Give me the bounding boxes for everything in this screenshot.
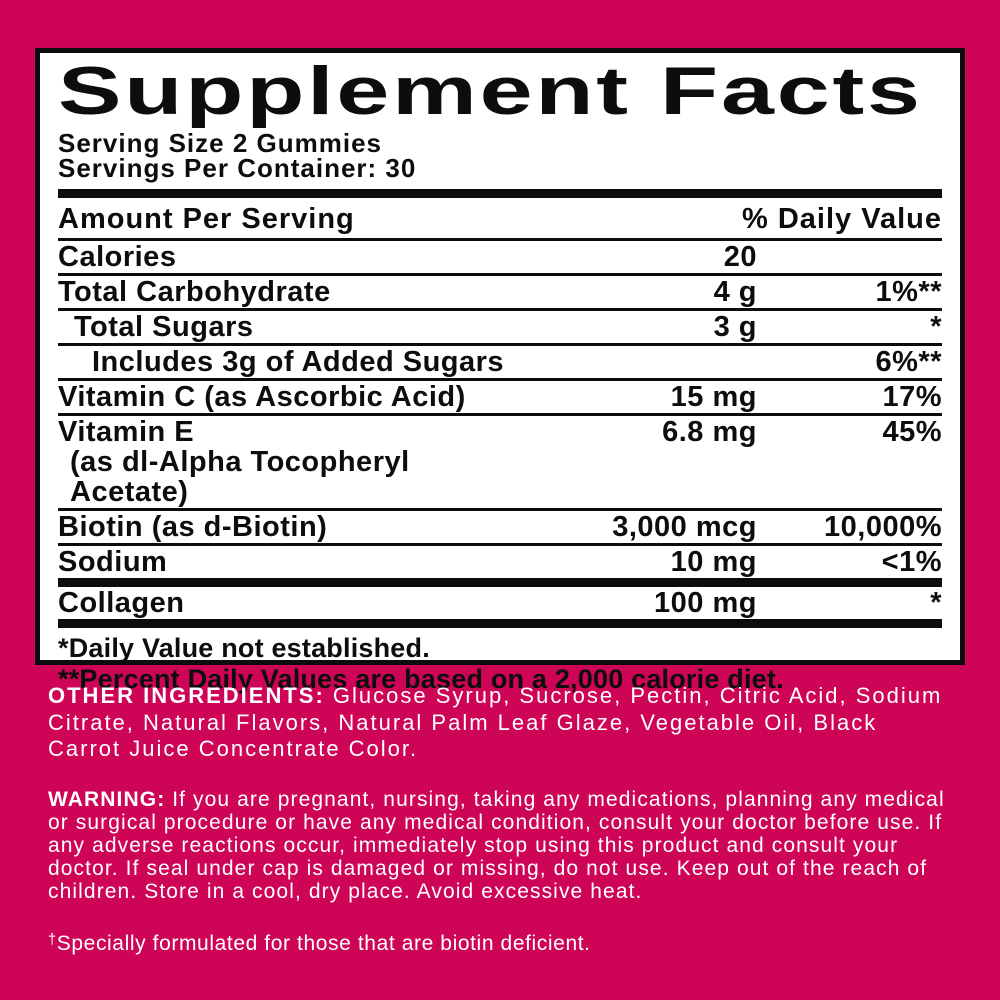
table-header-row: Amount Per Serving % Daily Value <box>58 198 942 241</box>
table-row-biotin: Biotin (as d-Biotin) 3,000 mcg 10,000% <box>58 511 942 546</box>
serving-size: Serving Size 2 Gummies <box>58 128 383 158</box>
nutrient-name: Sodium <box>58 546 168 578</box>
table-row-total-carbohydrate: Total Carbohydrate 4 g 1%** <box>58 276 942 311</box>
table-row-added-sugars: Includes 3g of Added Sugars 6%** <box>58 346 942 381</box>
nutrient-name: Total Sugars <box>74 311 254 343</box>
nutrient-name: Biotin (as d-Biotin) <box>58 511 328 543</box>
nutrient-dv: * <box>930 587 942 619</box>
nutrient-amount: 3 g <box>713 311 757 343</box>
nutrient-dv: 6%** <box>875 346 942 378</box>
nutrient-dv: 10,000% <box>824 511 942 543</box>
nutrient-name: Vitamin E (as dl-Alpha Tocopheryl Acetat… <box>58 417 527 507</box>
nutrient-amount: 6.8 mg <box>662 416 757 448</box>
nutrient-dv: 45% <box>882 416 942 448</box>
biotin-footnote-text: Specially formulated for those that are … <box>56 931 591 955</box>
daily-value-header: % Daily Value <box>742 203 942 235</box>
nutrient-name: Collagen <box>58 587 185 619</box>
nutrient-dv: 1%** <box>875 276 942 308</box>
nutrient-name: Vitamin C (as Ascorbic Acid) <box>58 381 466 413</box>
nutrient-dv: * <box>930 311 942 343</box>
thick-divider <box>58 578 942 587</box>
nutrient-amount: 3,000 mcg <box>612 511 757 543</box>
footnote-dv-not-established: *Daily Value not established. <box>58 633 430 663</box>
nutrient-dv: 17% <box>882 381 942 413</box>
amount-per-serving-header: Amount Per Serving <box>58 203 355 235</box>
servings-per-container: Servings Per Container: 30 <box>58 153 417 183</box>
other-ingredients-text: Glucose Syrup, Sucrose, Pectin, Citric A… <box>48 683 943 761</box>
panel-footnotes: *Daily Value not established. **Percent … <box>58 628 942 695</box>
thick-divider <box>58 189 942 198</box>
panel-title: Supplement Facts <box>58 53 923 129</box>
nutrient-amount: 10 mg <box>670 546 757 578</box>
table-row-vitamin-c: Vitamin C (as Ascorbic Acid) 15 mg 17% <box>58 381 942 416</box>
serving-info: Serving Size 2 Gummies Servings Per Cont… <box>58 128 942 183</box>
table-row-sodium: Sodium 10 mg <1% <box>58 546 942 578</box>
nutrient-amount: 20 <box>723 241 757 273</box>
nutrient-name: Includes 3g of Added Sugars <box>92 346 505 378</box>
nutrient-dv: <1% <box>881 546 942 578</box>
nutrient-amount: 15 mg <box>670 381 757 413</box>
nutrient-name: Calories <box>58 241 177 273</box>
warning-text: If you are pregnant, nursing, taking any… <box>48 787 945 903</box>
nutrient-name: Total Carbohydrate <box>58 276 331 308</box>
table-row-collagen: Collagen 100 mg * <box>58 587 942 619</box>
table-row-vitamin-e: Vitamin E (as dl-Alpha Tocopheryl Acetat… <box>58 416 942 511</box>
footnote-percent-dv: **Percent Daily Values are based on a 2,… <box>58 664 784 694</box>
supplement-facts-panel: Supplement Facts Serving Size 2 Gummies … <box>35 48 965 694</box>
warning-label: WARNING: <box>48 787 166 811</box>
other-ingredients-paragraph: OTHER INGREDIENTS: Glucose Syrup, Sucros… <box>48 683 950 763</box>
table-row-total-sugars: Total Sugars 3 g * <box>58 311 942 346</box>
nutrient-name-line2: (as dl-Alpha Tocopheryl Acetate) <box>70 446 410 508</box>
thick-divider <box>58 619 942 628</box>
nutrient-amount: 4 g <box>713 276 757 308</box>
other-ingredients-label: OTHER INGREDIENTS: <box>48 683 325 708</box>
biotin-footnote: †Specially formulated for those that are… <box>48 928 950 956</box>
label-lower-text: OTHER INGREDIENTS: Glucose Syrup, Sucros… <box>48 683 950 956</box>
nutrient-amount: 100 mg <box>654 587 757 619</box>
table-row-calories: Calories 20 <box>58 241 942 276</box>
dagger-symbol: † <box>48 931 57 948</box>
warning-paragraph: WARNING: If you are pregnant, nursing, t… <box>48 788 950 903</box>
